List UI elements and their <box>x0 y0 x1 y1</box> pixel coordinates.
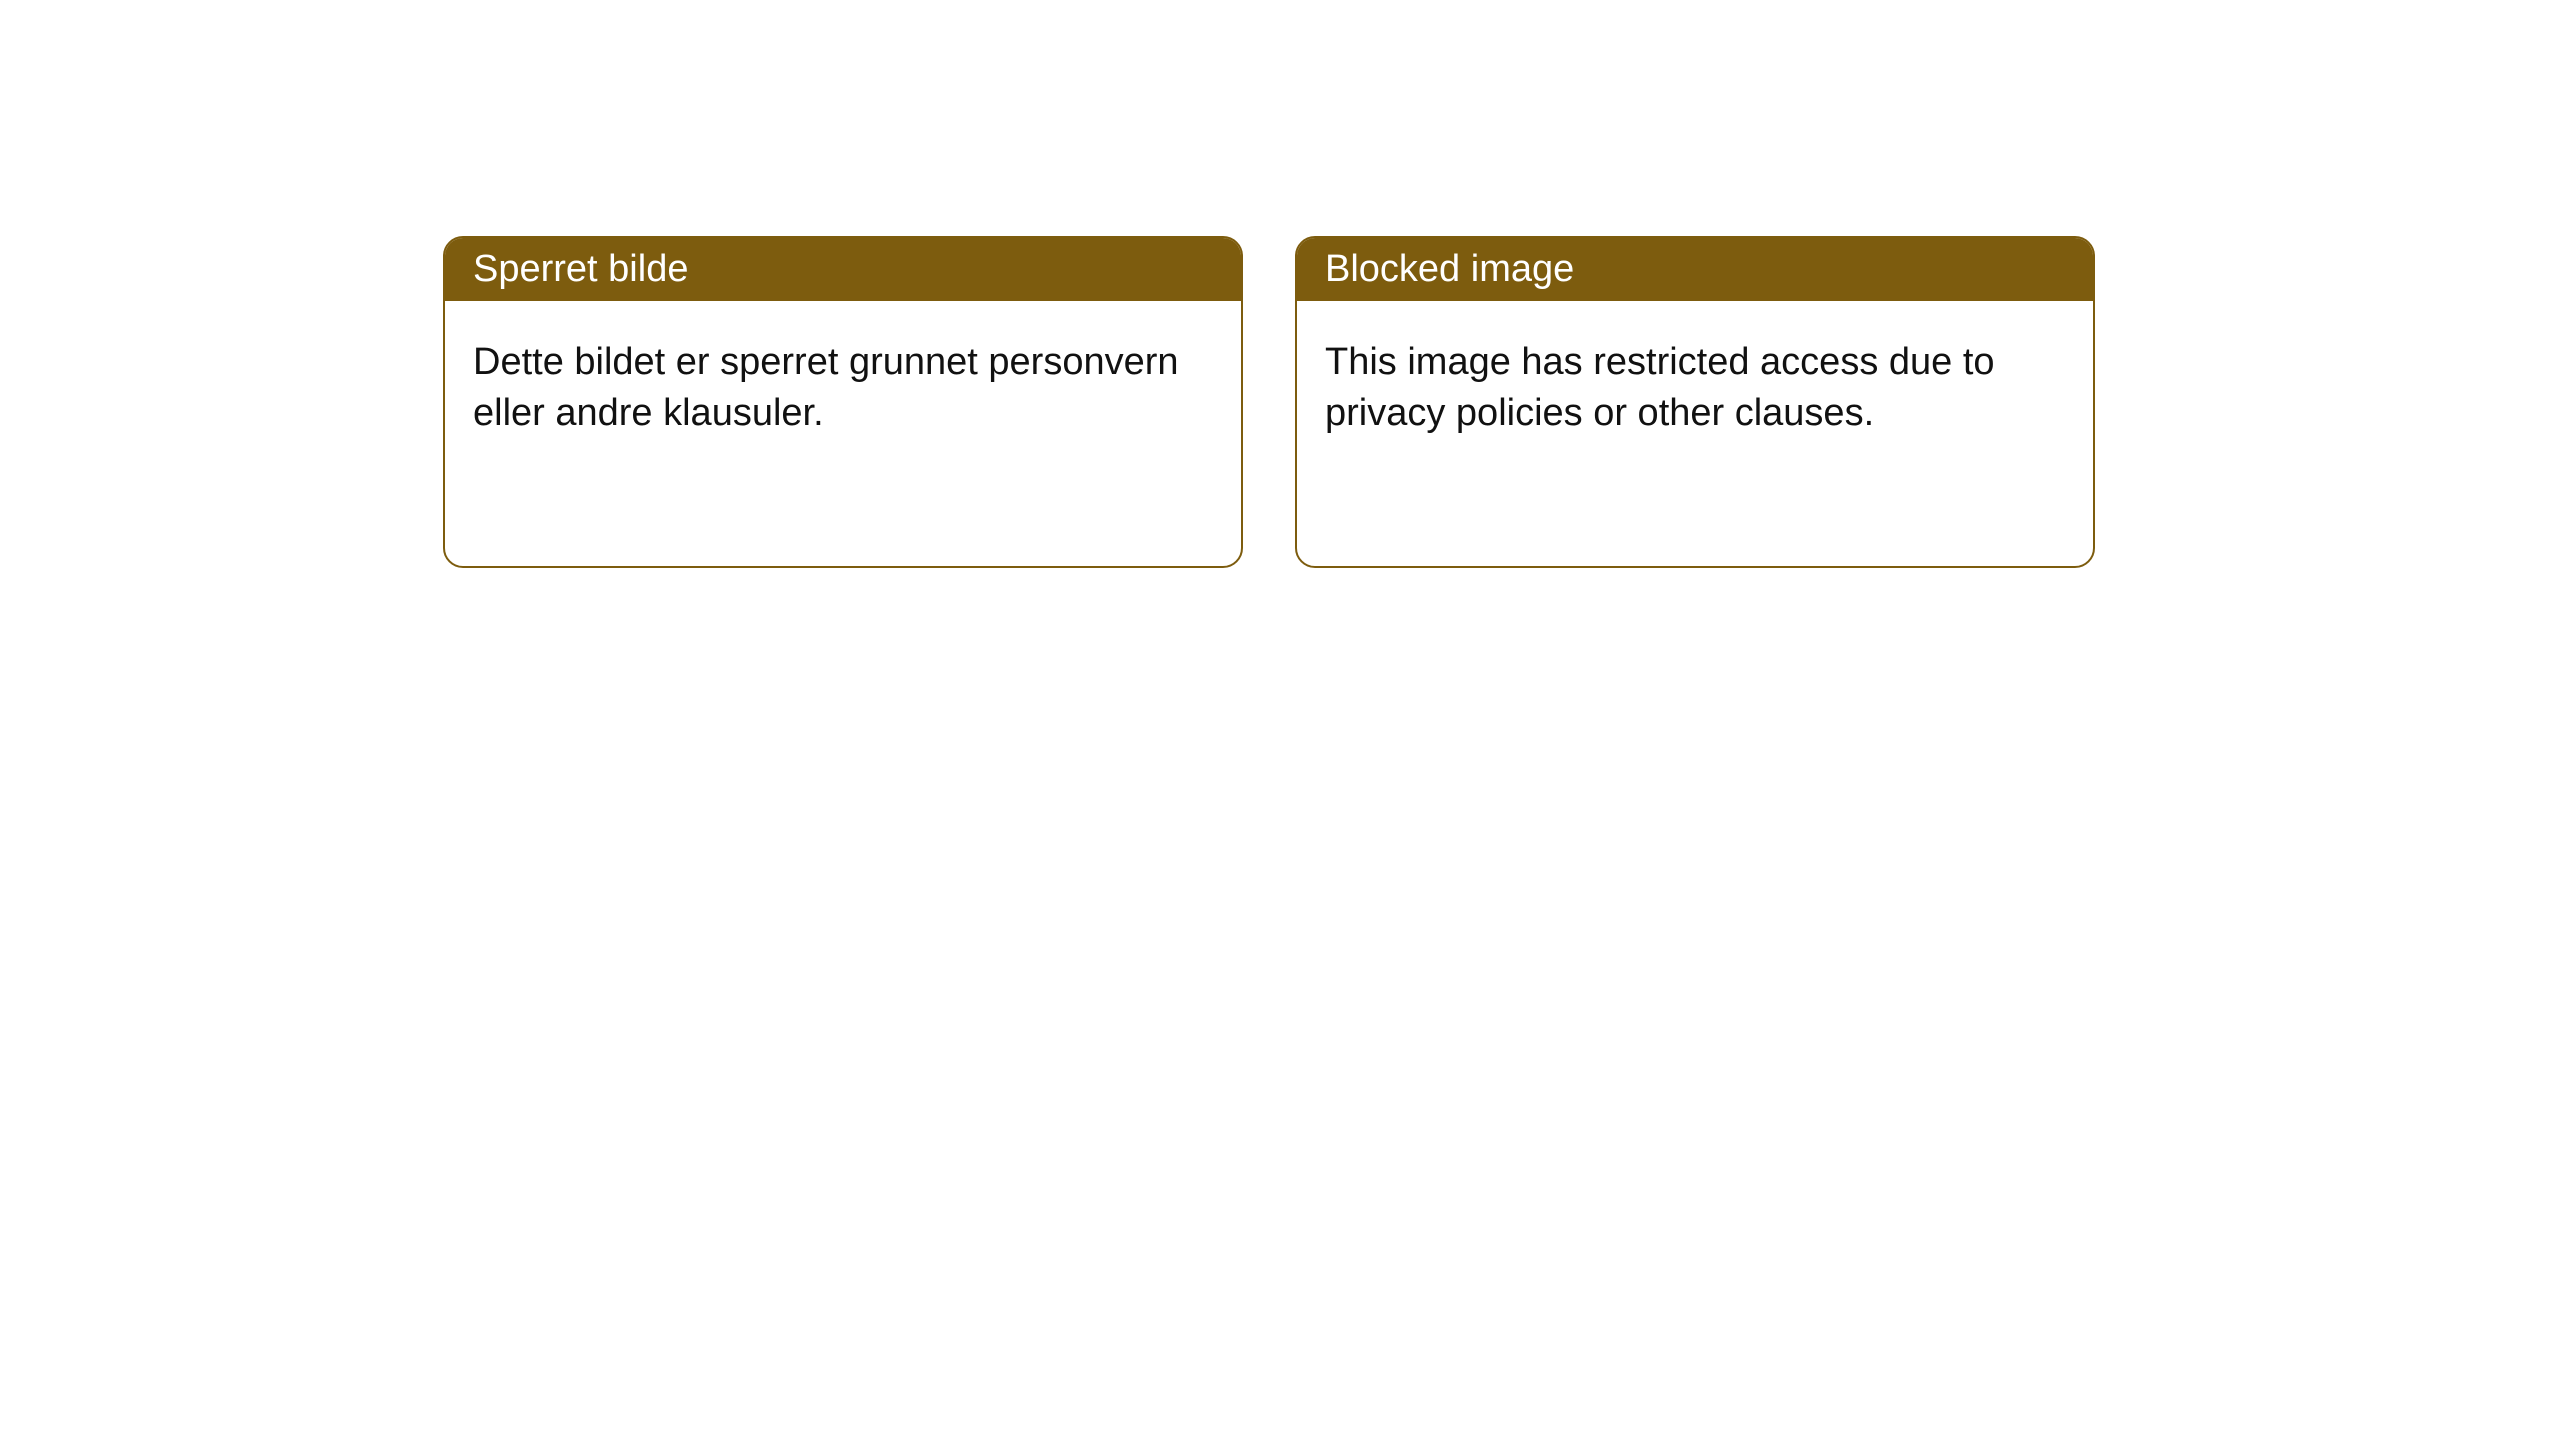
notice-card-norwegian: Sperret bilde Dette bildet er sperret gr… <box>443 236 1243 568</box>
notice-body: This image has restricted access due to … <box>1297 301 2093 476</box>
notice-container: Sperret bilde Dette bildet er sperret gr… <box>443 236 2095 568</box>
notice-title: Sperret bilde <box>473 248 688 290</box>
notice-text: This image has restricted access due to … <box>1325 341 1995 434</box>
notice-header: Blocked image <box>1297 238 2093 301</box>
notice-card-english: Blocked image This image has restricted … <box>1295 236 2095 568</box>
notice-header: Sperret bilde <box>445 238 1241 301</box>
notice-text: Dette bildet er sperret grunnet personve… <box>473 341 1179 434</box>
notice-body: Dette bildet er sperret grunnet personve… <box>445 301 1241 476</box>
notice-title: Blocked image <box>1325 248 1574 290</box>
